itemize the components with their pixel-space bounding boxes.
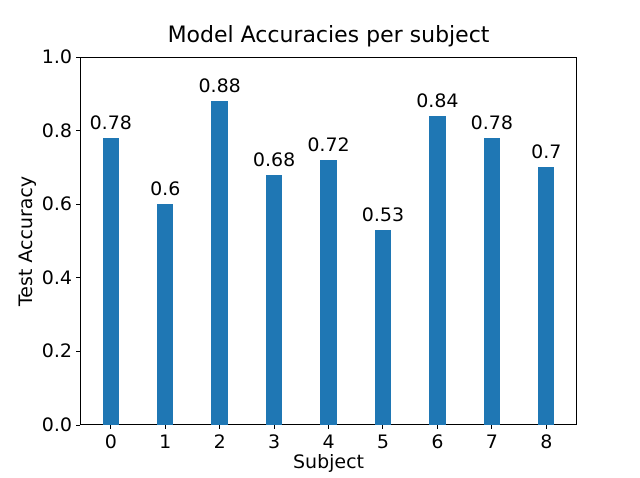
x-axis-label: Subject: [292, 451, 365, 473]
bar-value-label: 0.84: [416, 89, 459, 112]
bar-subject-5: [374, 229, 392, 425]
x-tick-label: 4: [322, 431, 335, 453]
bar-value-label: 0.7: [531, 141, 562, 164]
bar-value-label: 0.88: [198, 75, 241, 98]
y-tick-label: 0.4: [41, 266, 72, 289]
bar-subject-1: [157, 204, 174, 425]
bar-subject-2: [211, 101, 228, 425]
y-tick-label: 0.2: [41, 340, 72, 363]
y-tick-mark: [76, 424, 80, 426]
x-tick-mark: [545, 425, 547, 429]
x-tick-label: 8: [540, 431, 553, 453]
chart-title: Model Accuracies per subject: [167, 23, 490, 48]
x-tick-label: 2: [213, 431, 226, 453]
y-tick-mark: [76, 350, 80, 352]
y-tick-label: 0.8: [41, 119, 72, 142]
y-tick-mark: [76, 277, 80, 279]
bar-subject-7: [483, 137, 500, 425]
x-tick-mark: [164, 425, 166, 429]
x-tick-mark: [219, 425, 221, 429]
x-tick-label: 0: [104, 431, 117, 453]
y-tick-mark: [76, 130, 80, 132]
y-tick-label: 1.0: [41, 46, 72, 68]
y-tick-mark: [76, 56, 80, 58]
bar-value-label: 0.6: [150, 178, 181, 201]
x-tick-mark: [328, 425, 329, 429]
x-tick-label: 6: [431, 431, 444, 453]
x-tick-label: 3: [268, 431, 281, 453]
y-tick-label: 0.6: [41, 193, 72, 216]
bar-value-label: 0.53: [361, 203, 405, 226]
x-tick-label: 5: [376, 431, 389, 453]
bar-subject-6: [429, 115, 446, 425]
bar-value-label: 0.72: [307, 134, 350, 157]
bar-subject-0: [102, 137, 119, 425]
bar-value-label: 0.68: [252, 148, 296, 171]
bar-subject-8: [538, 167, 555, 425]
bar-value-label: 0.78: [470, 111, 513, 134]
x-tick-label: 7: [485, 431, 498, 453]
x-tick-label: 1: [159, 431, 172, 453]
x-tick-mark: [110, 425, 112, 429]
bar-subject-4: [320, 160, 337, 425]
bar-subject-3: [265, 174, 283, 425]
x-tick-mark: [436, 425, 438, 429]
x-tick-mark: [491, 425, 493, 429]
y-tick-label: 0.0: [41, 414, 72, 436]
y-tick-mark: [76, 203, 80, 205]
bar-value-label: 0.78: [89, 111, 132, 134]
x-tick-mark: [273, 425, 275, 429]
x-tick-mark: [382, 425, 384, 429]
